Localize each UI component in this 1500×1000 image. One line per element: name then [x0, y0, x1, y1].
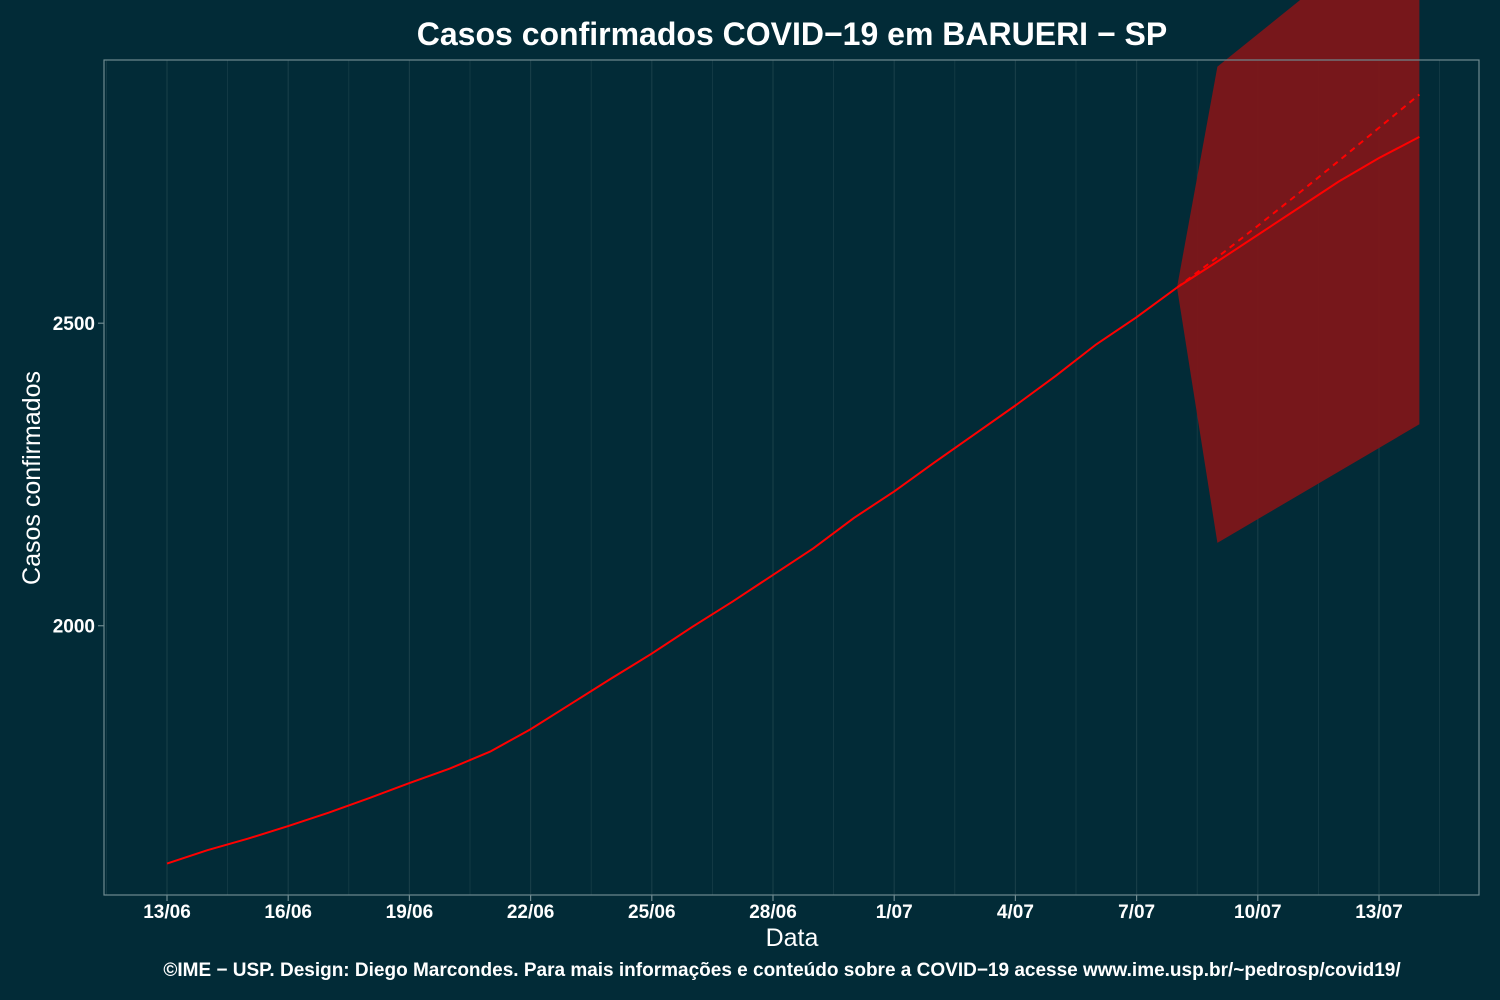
y-axis-title: Casos confirmados	[18, 371, 46, 585]
x-tick-label: 4/07	[997, 902, 1034, 923]
x-tick-label: 19/06	[386, 902, 434, 923]
x-tick-label: 22/06	[507, 902, 555, 923]
chart-title: Casos confirmados COVID−19 em BARUERI − …	[417, 16, 1167, 52]
series-line-3	[1176, 135, 1420, 289]
y-tick-label: 2000	[53, 617, 95, 638]
series-line-1	[166, 286, 1178, 865]
x-tick-label: 28/06	[749, 902, 797, 923]
forecast-interval-band	[1177, 0, 1420, 543]
series-layer	[166, 93, 1421, 865]
x-axis-ticks: 13/06 16/06 19/06 22/06 25/06 28/06 1/07 4/07 7/…	[143, 895, 1403, 923]
y-axis-ticks: 2000 2500	[53, 314, 104, 638]
y-tick-label: 2500	[53, 314, 95, 335]
series-line-dashed	[1176, 93, 1421, 289]
grid	[106, 60, 1440, 895]
x-tick-label: 1/07	[876, 902, 913, 923]
x-tick-label: 13/07	[1355, 902, 1403, 923]
caption: ©IME − USP. Design: Diego Marcondes. Par…	[163, 960, 1401, 981]
x-tick-label: 7/07	[1118, 902, 1155, 923]
x-tick-label: 16/06	[264, 902, 312, 923]
plot-frame	[103, 59, 1480, 896]
x-axis-title: Data	[766, 924, 819, 952]
x-tick-label: 25/06	[628, 902, 676, 923]
x-tick-label: 10/07	[1234, 902, 1282, 923]
forecast-band-layer	[1177, 0, 1420, 543]
x-tick-label: 13/06	[143, 902, 191, 923]
